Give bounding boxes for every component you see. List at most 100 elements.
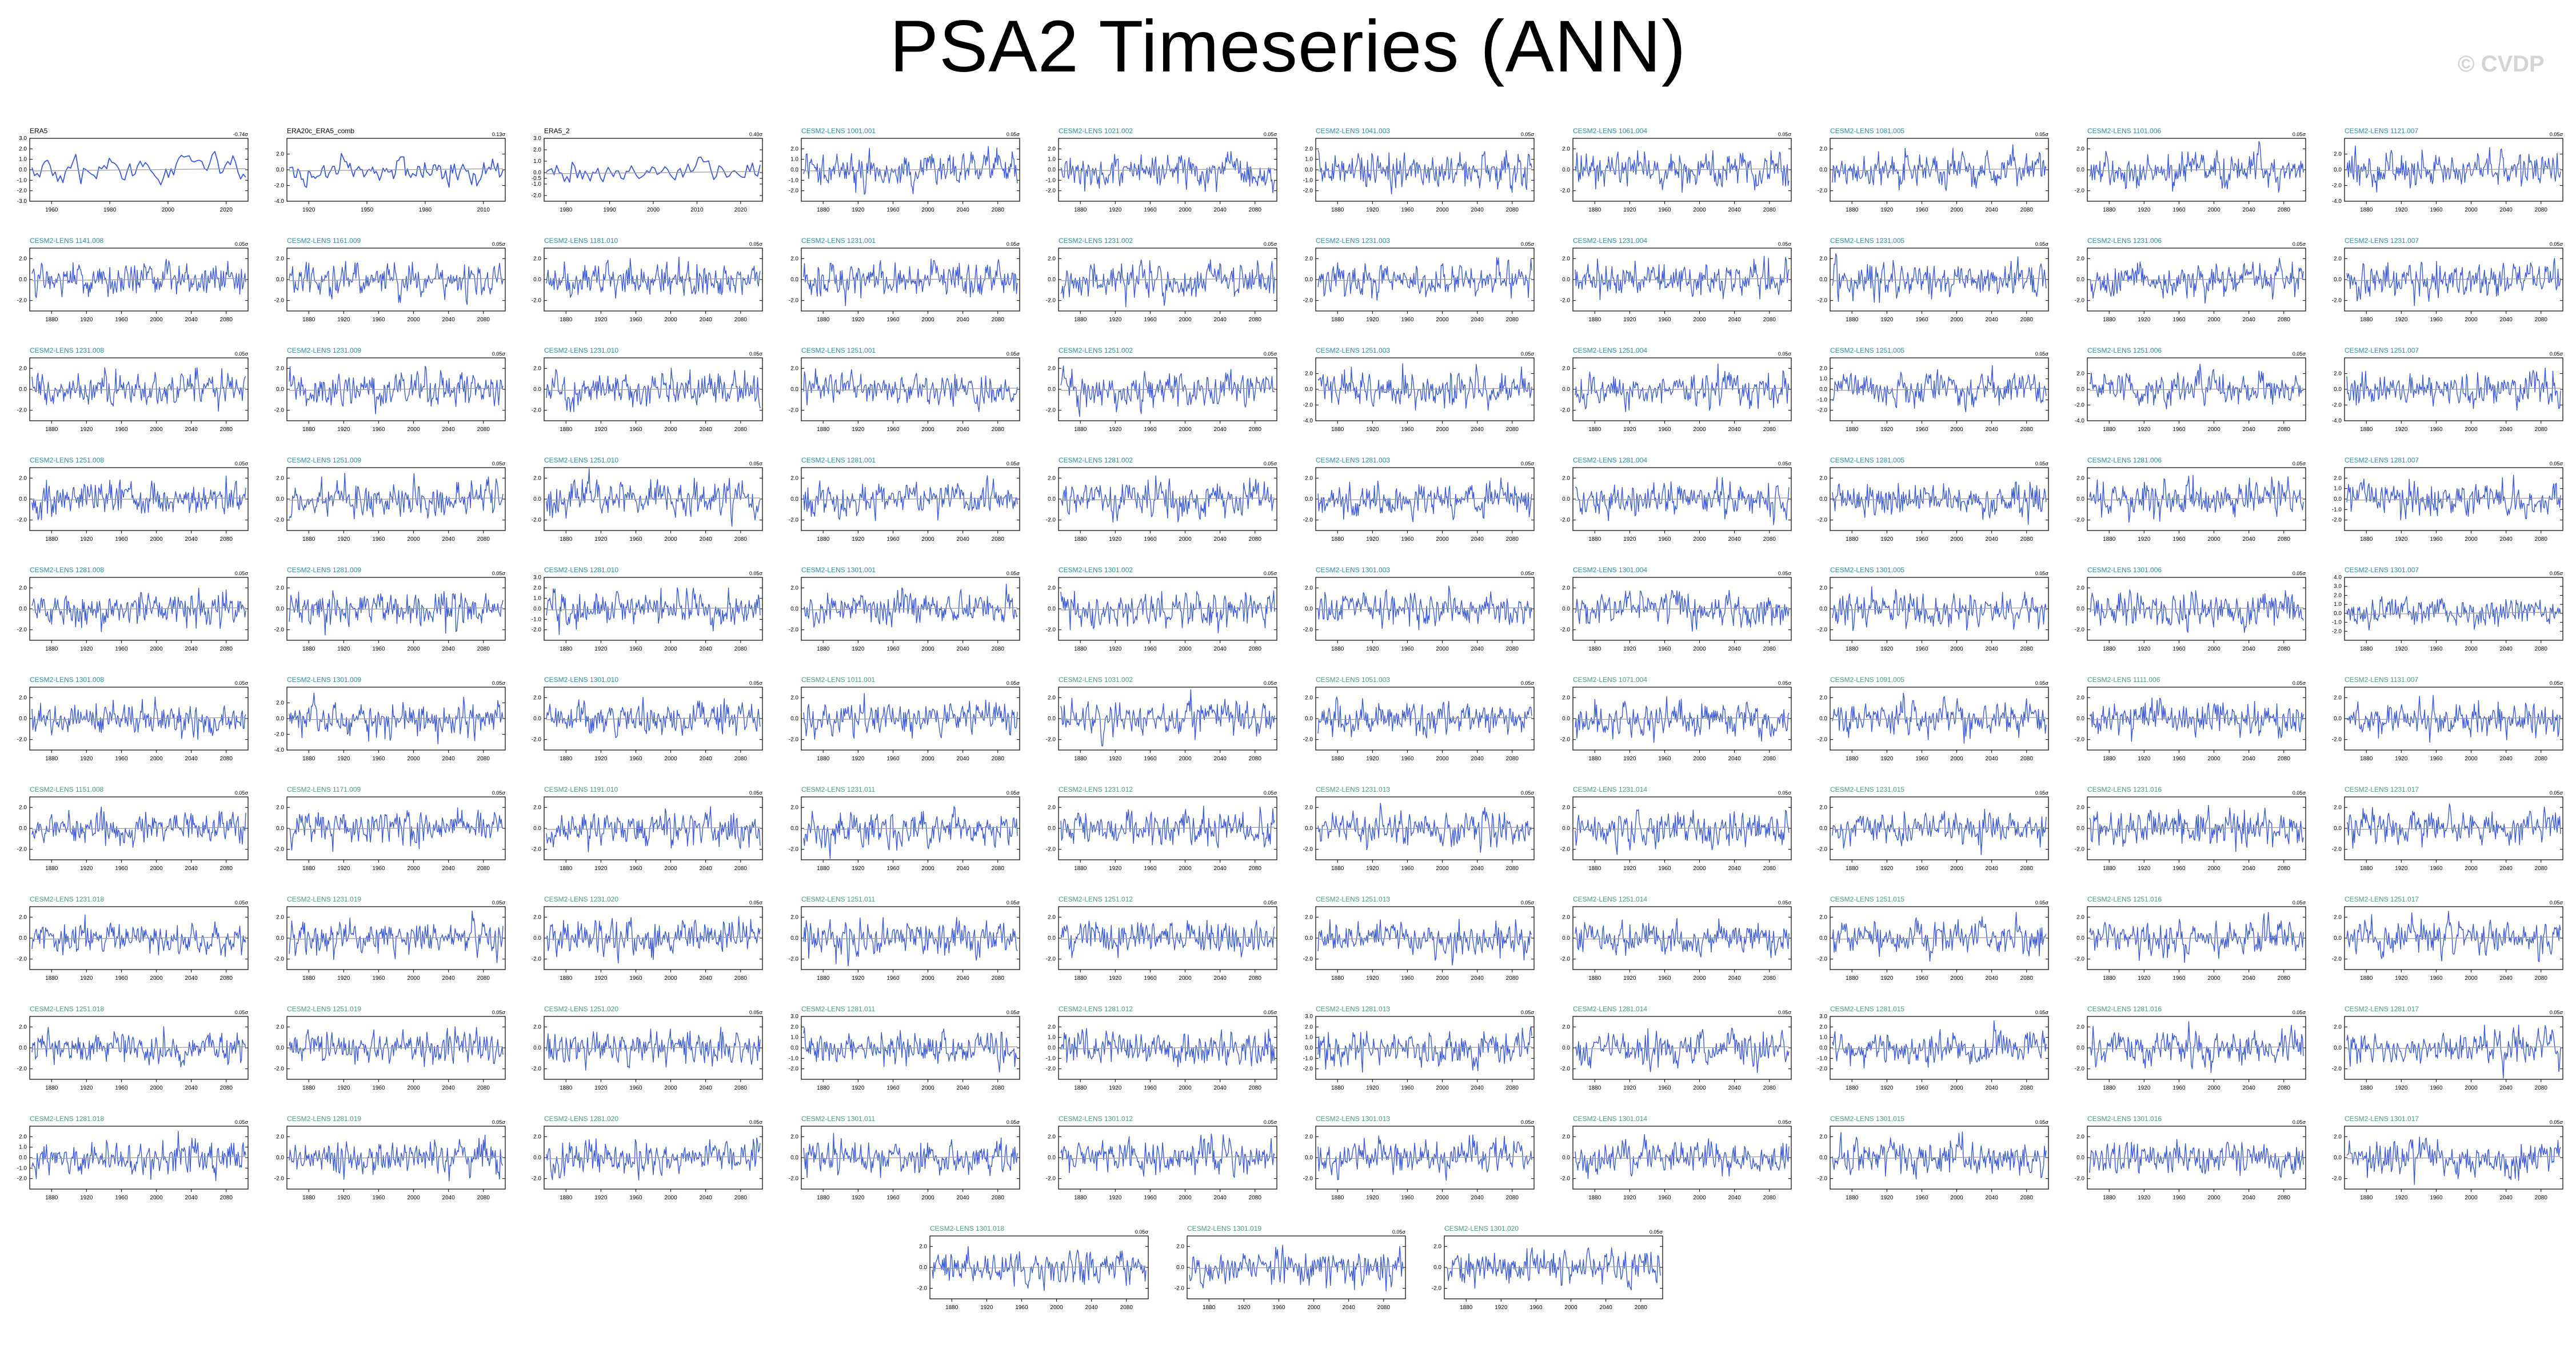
timeseries-panel: CESM2-LENS 1301.019 0.05σ 2.0 0.0 -2.0 1880 19… [1175,1225,1406,1311]
y-tick-label: -2.0 [1303,1176,1313,1182]
psa2-series-line [289,261,504,305]
panel-trend-label: 0.05σ [1521,571,1535,576]
psa2-series-line [2089,1021,2304,1073]
x-tick-label: 2000 [921,1195,934,1201]
y-tick-label: -1.0 [2332,620,2342,626]
x-tick-label: 1880 [560,1085,573,1091]
y-tick-label: 2.0 [1819,365,1827,372]
x-tick-label: 1960 [629,536,642,543]
x-tick-label: 1880 [45,1195,58,1201]
panel-title: CESM2-LENS 1231.001 [801,237,876,245]
y-tick-label: 2.0 [1562,365,1570,372]
y-tick-label: -2.0 [789,408,799,414]
psa2-series-line [1575,1134,1790,1179]
psa2-series-line [1317,477,1532,523]
y-tick-label: -2.0 [532,737,542,743]
y-tick-label: 0.0 [2076,935,2084,942]
x-tick-label: 2000 [1950,1085,1963,1091]
y-tick-label: -2.0 [789,188,799,194]
y-tick-label: -2.0 [1303,402,1313,409]
y-tick-label: -2.0 [1303,737,1313,743]
y-tick-label: 0.0 [1048,716,1056,722]
x-tick-label: 2040 [957,646,970,652]
panel-title: CESM2-LENS 1231.004 [1573,237,1647,245]
x-tick-label: 1920 [1880,646,1894,652]
timeseries-panel: CESM2-LENS 1281.018 0.05σ 2.0 1.0 0.0 -1.0 -2.… [17,1115,249,1201]
panel-title: CESM2-LENS 1281.019 [287,1115,361,1123]
y-tick-label: 0.0 [790,1045,798,1051]
x-tick-label: 1880 [560,536,573,543]
x-tick-label: 2080 [734,756,748,762]
x-tick-label: 2040 [1986,1085,1999,1091]
x-tick-label: 1880 [45,975,58,982]
x-tick-label: 1920 [852,866,865,872]
panel-title: ERA20c_ERA5_comb [287,127,354,135]
x-tick-label: 2040 [1471,866,1484,872]
x-tick-label: 1960 [2172,317,2186,323]
y-tick-label: -2.0 [17,517,27,524]
x-tick-label: 2040 [2243,756,2256,762]
x-tick-label: 1920 [302,207,315,213]
timeseries-panel: CESM2-LENS 1301.016 0.05σ 2.0 0.0 -2.0 1880 19… [2075,1115,2306,1201]
panel-title: CESM2-LENS 1121.007 [2345,127,2419,135]
panel-title: CESM2-LENS 1131.007 [2345,676,2419,684]
x-tick-label: 2040 [1471,207,1484,213]
y-tick-label: 2.0 [276,1134,284,1140]
timeseries-panel: CESM2-LENS 1231.014 0.05σ 2.0 0.0 -2.0 1880 19… [1560,785,1792,872]
psa2-series-line [2346,474,2561,521]
x-tick-label: 1920 [2395,646,2408,652]
timeseries-panel: CESM2-LENS 1231.020 0.05σ 2.0 0.0 -2.0 1880 19… [532,895,763,982]
timeseries-panel: CESM2-LENS 1301.020 0.05σ 2.0 0.0 -2.0 1880 19… [1432,1225,1663,1311]
x-tick-label: 2080 [477,536,490,543]
x-tick-label: 1960 [1272,1305,1285,1311]
y-tick-label: 2.0 [1305,695,1313,701]
x-tick-label: 1960 [1915,207,1928,213]
x-tick-label: 2080 [2278,1195,2291,1201]
y-tick-label: 0.0 [2076,1155,2084,1161]
psa2-series-line [546,587,761,635]
y-tick-label: 0.0 [533,606,541,612]
y-tick-label: 2.0 [19,914,27,920]
panel-title: CESM2-LENS 1141.008 [30,237,104,245]
y-tick-label: -1.0 [1046,177,1056,184]
y-tick-label: 2.0 [2334,1024,2342,1030]
x-tick-label: 1960 [2172,756,2186,762]
x-tick-label: 1880 [2360,536,2373,543]
psa2-series-line [1317,363,1532,411]
x-tick-label: 1920 [1366,756,1379,762]
x-tick-label: 2080 [992,317,1005,323]
panel-trend-label: 0.05σ [1264,790,1277,796]
y-tick-label: 0.0 [1305,167,1313,173]
timeseries-panel: CESM2-LENS 1251.016 0.05σ 2.0 0.0 -2.0 1880 19… [2075,895,2306,982]
x-tick-label: 1920 [1880,975,1894,982]
psa2-series-line [1060,365,1275,417]
x-tick-label: 1920 [1109,317,1122,323]
x-tick-label: 2000 [1179,536,1192,543]
x-tick-label: 2040 [957,317,970,323]
x-tick-label: 1960 [629,1085,642,1091]
x-tick-label: 1920 [337,317,350,323]
x-tick-label: 1960 [886,317,900,323]
trend-line [803,607,1018,611]
y-tick-label: -2.0 [1046,847,1056,853]
psa2-series-line [546,368,761,412]
x-tick-label: 2000 [2465,317,2478,323]
y-tick-label: -4.0 [274,198,285,205]
psa2-series-line [546,806,761,852]
x-tick-label: 1920 [2138,646,2151,652]
x-tick-label: 2040 [2243,975,2256,982]
x-tick-label: 2040 [1986,426,1999,433]
x-tick-label: 2000 [407,536,420,543]
y-tick-label: 1.0 [1048,1035,1056,1041]
x-tick-label: 2080 [2535,866,2548,872]
x-tick-label: 1960 [1144,1085,1157,1091]
panel-trend-label: -0.74σ [233,131,249,137]
y-tick-label: 2.0 [2334,695,2342,701]
x-tick-label: 2040 [1085,1305,1099,1311]
trend-line [1446,1266,1661,1269]
panel-trend-label: 0.05σ [2035,1010,2049,1015]
x-tick-label: 1960 [629,317,642,323]
x-tick-label: 2040 [1986,1195,1999,1201]
x-tick-label: 2080 [220,756,233,762]
